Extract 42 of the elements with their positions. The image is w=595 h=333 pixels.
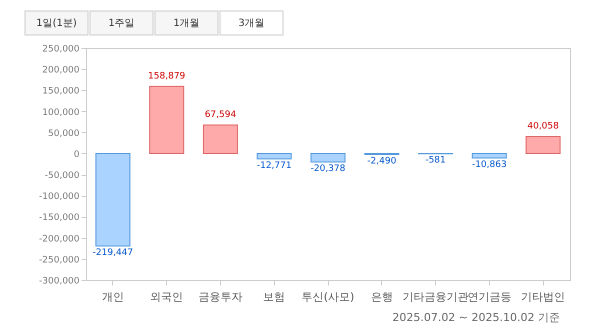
data-label: -12,771 — [256, 160, 292, 171]
y-tick-label: 150,000 — [42, 86, 80, 97]
text: 3개월 — [238, 18, 265, 29]
data-label: -581 — [425, 156, 446, 166]
data-label: 40,058 — [527, 122, 560, 132]
text: 1일(1분) — [36, 18, 77, 29]
x-tick-label: 연기금등 — [467, 290, 512, 304]
data-label: 158,879 — [148, 71, 186, 82]
y-tick-label: 0 — [74, 150, 80, 160]
y-tick-label: -150,000 — [39, 213, 80, 224]
y-tick-label: 200,000 — [42, 66, 80, 76]
y-tick-label: -100,000 — [39, 192, 80, 202]
bar — [310, 152, 346, 163]
bar — [472, 152, 507, 159]
x-tick-label: 기타법인 — [521, 290, 566, 304]
x-tick-label: 외국인 — [150, 290, 184, 304]
y-tick-label: -200,000 — [39, 234, 80, 244]
data-label: -2,490 — [367, 156, 397, 167]
x-tick-label: 보험 — [263, 290, 286, 304]
text: 1개월 — [173, 18, 200, 29]
x-tick-label: 금융투자 — [198, 290, 242, 304]
data-label: 67,594 — [204, 110, 236, 120]
y-tick-label: 50,000 — [48, 128, 80, 139]
bar — [95, 152, 130, 247]
x-tick-label: 투신(사모) — [302, 290, 354, 304]
bar — [256, 152, 292, 160]
data-label: -10,863 — [472, 160, 507, 170]
text: 2025.07.02 ~ 2025.10.02 기준 — [392, 311, 560, 324]
bar — [149, 86, 184, 154]
x-tick-label: 은행 — [370, 290, 393, 304]
y-tick-label: -300,000 — [39, 276, 80, 286]
data-label: -219,447 — [92, 248, 134, 258]
bar — [526, 136, 561, 154]
data-label: -20,378 — [310, 164, 346, 174]
y-tick-label: -250,000 — [39, 255, 80, 266]
x-tick-label: 기타금융기관 — [402, 290, 469, 304]
y-tick-label: 250,000 — [42, 44, 80, 54]
x-tick-label: 개인 — [102, 290, 124, 304]
y-tick-label: 100,000 — [42, 108, 80, 118]
text: 1주일 — [108, 18, 135, 29]
y-tick-label: -50,000 — [44, 171, 80, 182]
bar — [202, 124, 238, 154]
